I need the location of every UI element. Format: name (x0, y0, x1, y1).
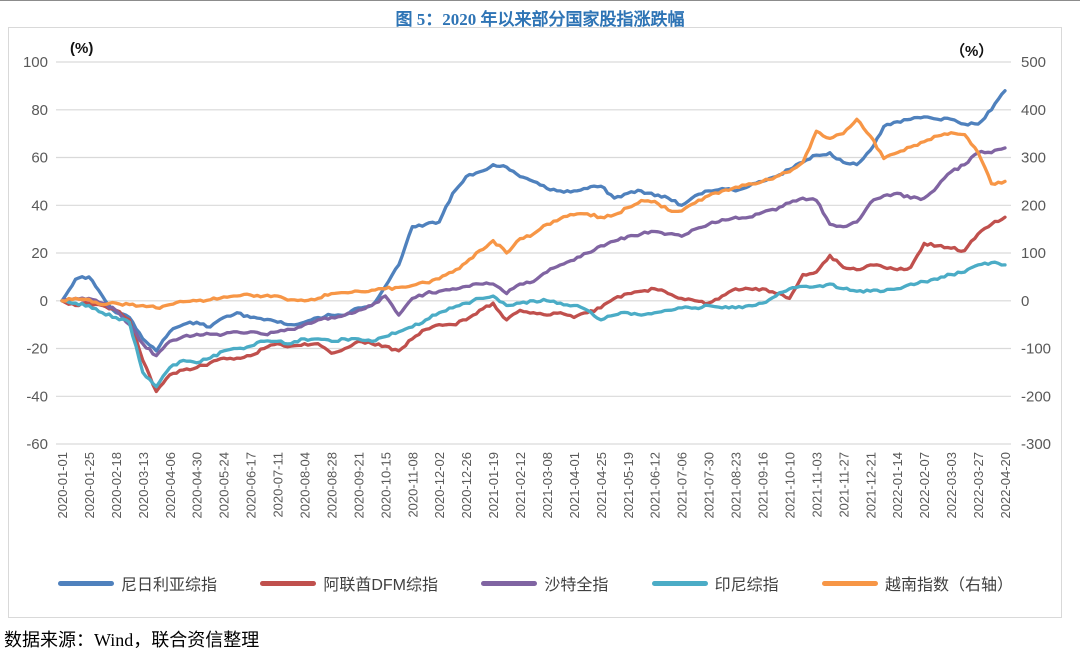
x-axis-tick: 2022-04-20 (998, 452, 1013, 519)
series-line-saudi (60, 146, 1007, 358)
series-line-indonesia (60, 260, 1007, 389)
legend-item-nigeria: 尼日利亚综指 (58, 571, 217, 595)
legend-label: 印尼综指 (714, 577, 779, 594)
legend-line-swatch-indonesia (651, 580, 708, 586)
legend-line-swatch-nigeria (58, 580, 114, 586)
x-axis-tick: 2021-05-19 (621, 452, 636, 519)
y-axis-tick-left: 80 (31, 102, 48, 119)
y-axis-tick-left: 40 (31, 197, 48, 214)
legend-label: 尼日利亚综指 (121, 577, 218, 594)
x-axis-tick: 2022-03-03 (944, 452, 959, 519)
x-axis-tick: 2021-02-12 (513, 452, 528, 519)
x-axis-tick: 2020-06-17 (244, 452, 259, 519)
y-axis-tick-right: 200 (1021, 197, 1046, 214)
legend-line-swatch-uae-dfm (260, 580, 317, 586)
legend-line-swatch-saudi (481, 580, 538, 586)
x-axis-tick: 2021-07-30 (702, 452, 717, 519)
x-axis-tick: 2020-12-26 (459, 452, 474, 519)
x-axis-tick: 2021-12-21 (863, 452, 878, 519)
x-axis-tick: 2020-12-02 (432, 452, 447, 519)
y-axis-tick-right: -100 (1021, 341, 1051, 358)
chart-legend: 尼日利亚综指 阿联酋DFM综指 沙特全指 印尼综指 越南指数（右轴） (58, 571, 1013, 595)
x-axis-tick: 2020-10-15 (378, 452, 393, 519)
x-axis-tick: 2020-01-25 (82, 452, 97, 519)
legend-label: 越南指数（右轴） (884, 577, 1013, 594)
legend-item-uae-dfm: 阿联酋DFM综指 (260, 571, 438, 595)
x-axis-tick: 2021-01-19 (486, 452, 501, 519)
x-axis-tick: 2020-02-18 (109, 452, 124, 519)
series-line-uae-dfm (60, 215, 1007, 394)
x-axis-tick: 2022-02-07 (917, 452, 932, 519)
series-line-vietnam (60, 117, 1007, 310)
x-axis-tick: 2021-10-10 (783, 452, 798, 519)
x-axis-tick: 2020-04-06 (163, 452, 178, 519)
legend-item-indonesia: 印尼综指 (651, 571, 779, 595)
y-axis-tick-left: 0 (40, 293, 48, 310)
x-axis-tick: 2021-03-08 (540, 452, 555, 519)
legend-label: 沙特全指 (544, 577, 609, 594)
x-axis-tick: 2022-01-14 (890, 452, 905, 519)
x-axis-tick: 2020-08-28 (324, 452, 339, 519)
y-axis-tick-left: 20 (31, 245, 48, 262)
y-axis-tick-right: 400 (1021, 102, 1046, 119)
legend-line-swatch-vietnam (821, 580, 878, 586)
x-axis-tick: 2020-09-21 (351, 452, 366, 519)
x-axis-tick: 2020-11-08 (405, 452, 420, 518)
legend-item-vietnam: 越南指数（右轴） (821, 571, 1013, 595)
y-axis-tick-left: -20 (26, 341, 48, 358)
x-axis-tick: 2020-08-04 (298, 452, 313, 519)
y-axis-tick-left: -60 (26, 436, 48, 453)
legend-label: 阿联酋DFM综指 (323, 577, 438, 594)
x-axis-tick: 2021-07-06 (675, 452, 690, 519)
right-axis-unit-label: （%） (950, 43, 994, 60)
x-axis-tick: 2021-09-16 (756, 452, 771, 519)
y-axis-tick-right: 500 (1021, 54, 1046, 71)
y-axis-tick-left: 60 (31, 150, 48, 167)
x-axis-tick: 2022-03-27 (971, 452, 986, 519)
y-axis-tick-left: -40 (26, 388, 48, 405)
x-axis-tick: 2021-11-03 (809, 452, 824, 518)
x-axis-tick: 2020-04-30 (190, 452, 205, 519)
left-axis-unit-label: (%) (70, 40, 94, 57)
x-axis-tick: 2020-05-24 (217, 452, 232, 519)
x-axis-tick: 2020-03-13 (136, 452, 151, 519)
x-axis-tick: 2021-04-25 (594, 452, 609, 519)
x-axis-tick: 2021-04-01 (567, 452, 582, 519)
x-axis-tick: 2021-08-23 (729, 452, 744, 519)
y-axis-tick-right: 300 (1021, 150, 1046, 167)
x-axis-tick: 2021-11-27 (836, 452, 851, 518)
y-axis-tick-right: 100 (1021, 245, 1046, 262)
data-source-note: 数据来源：Wind，联合资信整理 (4, 630, 260, 650)
top-divider (0, 0, 1080, 1)
y-axis-tick-left: 100 (23, 54, 48, 71)
x-axis-tick: 2020-07-11 (271, 452, 286, 518)
chart-title: 图 5：2020 年以来部分国家股指涨跌幅 (395, 10, 685, 29)
series-line-nigeria (60, 89, 1007, 353)
x-axis-tick: 2021-06-12 (648, 452, 663, 519)
y-axis-tick-right: 0 (1021, 293, 1029, 310)
legend-item-saudi: 沙特全指 (481, 571, 608, 595)
y-axis-tick-right: -300 (1021, 436, 1051, 453)
y-axis-tick-right: -200 (1021, 388, 1051, 405)
x-axis-tick: 2020-01-01 (55, 452, 70, 519)
